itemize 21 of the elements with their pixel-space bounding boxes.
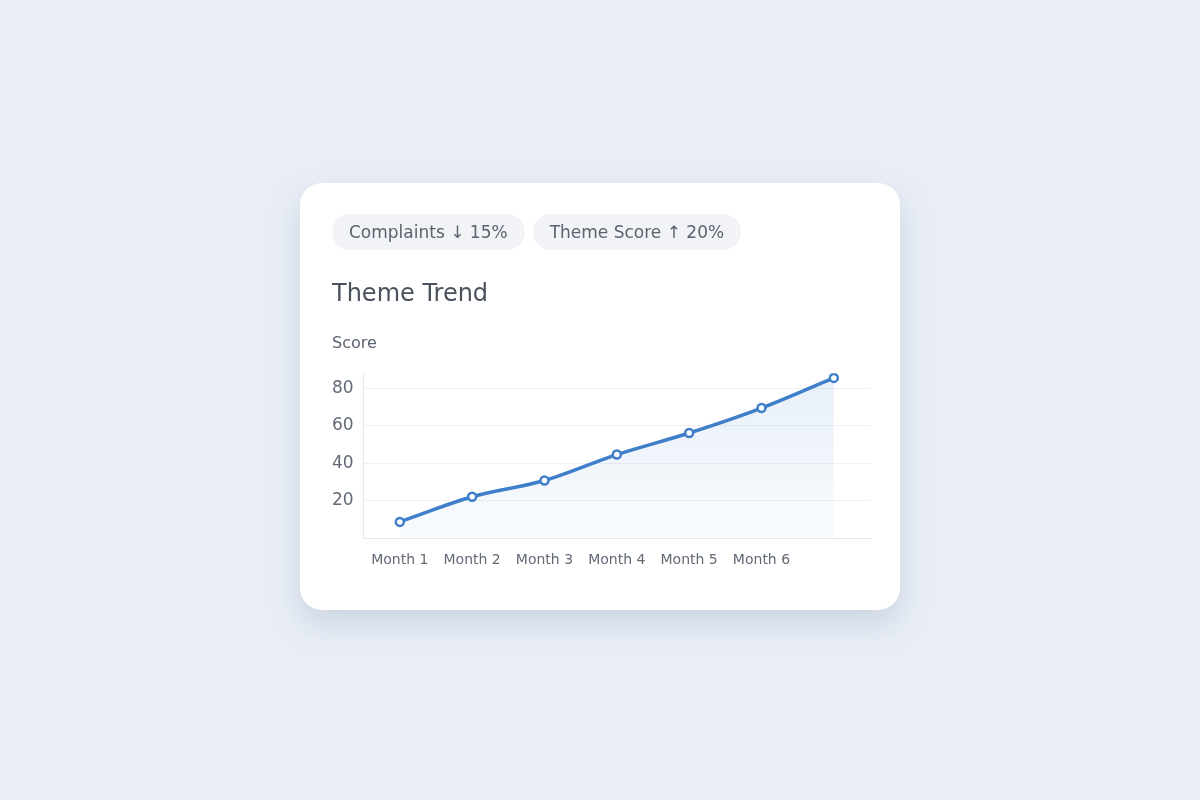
point bbox=[466, 491, 478, 503]
text: Complaints ↓ 15% bbox=[332, 214, 525, 250]
point bbox=[539, 475, 550, 486]
y-tick-label: 40 bbox=[331, 451, 354, 472]
x-tick-label: Month 5 bbox=[660, 551, 718, 568]
y-tick-label: 20 bbox=[331, 489, 354, 510]
point bbox=[828, 373, 840, 384]
x-tick-label: Month 3 bbox=[515, 551, 574, 568]
x-tick-label: Month 4 bbox=[588, 551, 646, 568]
y-axis-title: Score bbox=[332, 333, 377, 352]
x-tick-label: Month 2 bbox=[443, 551, 501, 568]
y-tick-label: 60 bbox=[331, 414, 354, 435]
point bbox=[611, 449, 623, 460]
text: Theme Score ↑ 20% bbox=[532, 214, 742, 250]
y-tick-label: 80 bbox=[331, 376, 354, 397]
point bbox=[394, 516, 406, 528]
x-tick-label: Month 1 bbox=[371, 551, 429, 568]
x-tick-label: Month 6 bbox=[732, 551, 791, 568]
chart-title: Theme Trend bbox=[332, 279, 489, 307]
point bbox=[683, 427, 695, 439]
point bbox=[756, 402, 767, 414]
